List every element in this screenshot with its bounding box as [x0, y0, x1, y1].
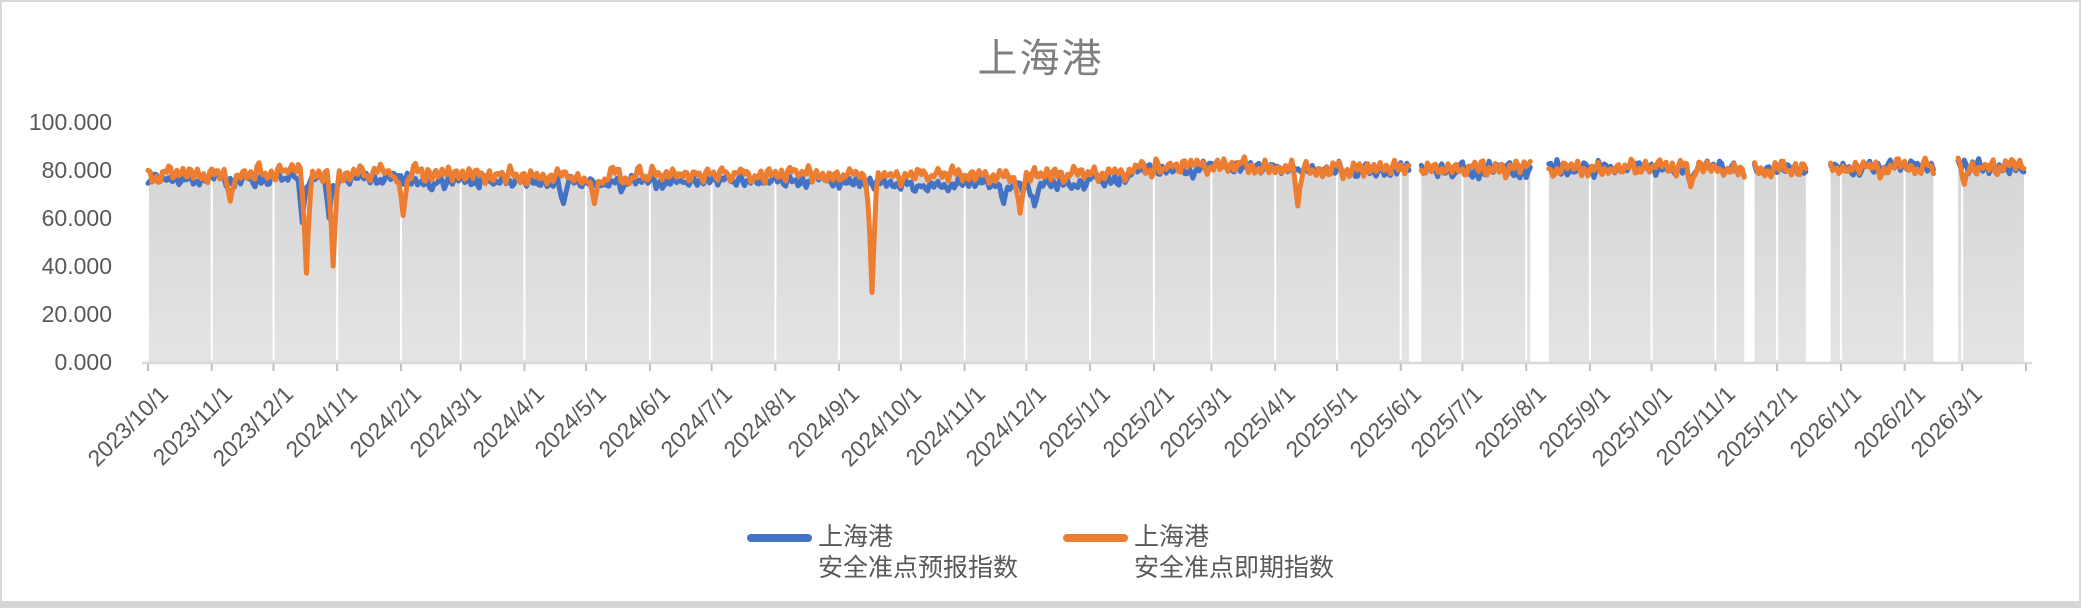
legend-label-line2: 安全准点即期指数 [1134, 554, 1335, 582]
spot-line-swatch-icon [1063, 534, 1128, 542]
y-axis-tick-label: 40.000 [41, 253, 112, 279]
legend-label-line1: 上海港 [817, 523, 893, 551]
legend-label-line1: 上海港 [1134, 523, 1210, 551]
series-line-forecast [145, 158, 1412, 226]
legend-entry-spot: 上海港 安全准点即期指数 [1063, 522, 1334, 584]
area-fill [1754, 161, 1806, 362]
series-line-spot [1418, 158, 1533, 181]
series-line-spot [145, 154, 1412, 295]
legend-entry-forecast: 上海港 安全准点预报指数 [746, 522, 1018, 584]
legend-label-spot: 上海港 安全准点即期指数 [1134, 522, 1334, 584]
series-line-spot [1752, 158, 1809, 180]
series-line-spot [1955, 155, 2027, 187]
area-fill [1830, 158, 1934, 362]
y-axis-tick-label: 100.000 [28, 109, 112, 135]
y-axis-tick-label: 80.000 [41, 157, 112, 183]
area-fill [1958, 158, 2024, 362]
legend: 上海港 安全准点预报指数 上海港 安全准点即期指数 [2, 522, 2079, 584]
legend-label-forecast: 上海港 安全准点预报指数 [818, 522, 1018, 584]
forecast-line-swatch-icon [746, 534, 812, 542]
legend-label-line2: 安全准点预报指数 [817, 554, 1018, 582]
series-line-spot [1828, 155, 1936, 181]
y-axis-tick-label: 0.000 [54, 349, 112, 375]
y-axis-tick-label: 60.000 [41, 205, 112, 231]
area-fill [1421, 160, 1531, 362]
chart-title: 上海港 [977, 37, 1104, 81]
area-fill [1548, 159, 1745, 362]
y-axis-tick-label: 20.000 [41, 301, 112, 327]
area-fill [148, 156, 1409, 362]
series-line-spot [1546, 156, 1747, 190]
